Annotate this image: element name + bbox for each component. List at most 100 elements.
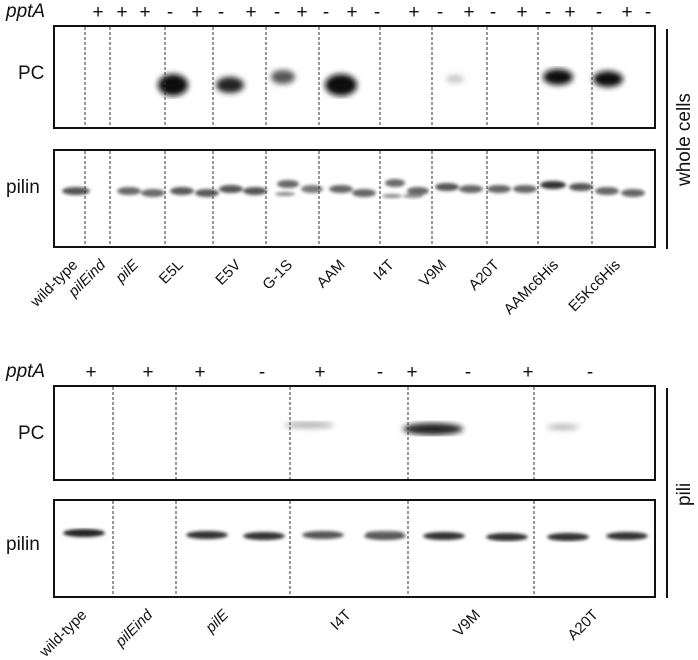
blot-band <box>407 187 429 195</box>
pptA-sign: + <box>314 362 326 383</box>
blot-band <box>540 181 566 189</box>
lane-label: E5V <box>211 256 245 289</box>
blot-band <box>547 424 579 430</box>
bottom-pilin-label: pilin <box>6 534 40 555</box>
blot-band <box>301 185 323 193</box>
pptA-sign: - <box>376 362 384 383</box>
pptA-sign: - <box>373 2 381 23</box>
bottom-pc-blot <box>112 387 579 479</box>
pptA-sign: + <box>194 362 206 383</box>
pptA-sign: - <box>273 2 281 23</box>
blot-band <box>141 189 165 197</box>
lane-label: A20T <box>465 256 504 294</box>
lane-label: I4T <box>370 256 399 284</box>
pptA-sign: - <box>489 2 497 23</box>
top-pilin-label: pilin <box>6 177 40 198</box>
top-pilin-blot <box>62 151 645 246</box>
blot-band <box>385 179 405 187</box>
bottom-pptA-label: pptA <box>6 361 46 382</box>
blot-band <box>543 69 573 85</box>
pptA-sign: + <box>621 2 633 23</box>
blot-band <box>195 189 219 197</box>
blot-band <box>423 532 465 540</box>
blot-band <box>117 187 141 195</box>
lane-label: E5L <box>156 256 188 288</box>
blot-band <box>513 185 537 193</box>
top-pptA-label: pptA <box>6 1 46 22</box>
pptA-sign: + <box>85 362 97 383</box>
blot-band <box>329 185 353 193</box>
blot-band <box>62 187 90 195</box>
blot-band <box>446 75 464 83</box>
blot-band <box>621 189 645 197</box>
bottom-bracket <box>666 388 668 598</box>
lane-label: V9M <box>450 606 485 641</box>
lane-label: I4T <box>327 606 356 634</box>
pptA-sign: + <box>245 2 257 23</box>
top-side-label: whole cells <box>674 93 695 186</box>
blot-band <box>593 71 623 87</box>
blot-band <box>486 533 528 541</box>
blot-band <box>547 533 589 541</box>
blot-band <box>216 77 244 93</box>
blot-band <box>63 529 105 537</box>
pptA-sign: - <box>644 2 652 23</box>
pptA-sign: + <box>406 362 418 383</box>
pptA-sign: + <box>139 2 151 23</box>
pptA-sign: - <box>595 2 603 23</box>
blot-band <box>277 180 299 188</box>
lane-label: G-1S <box>259 256 297 294</box>
pptA-sign: - <box>544 2 552 23</box>
blot-band <box>275 192 295 196</box>
blot-band <box>366 531 404 535</box>
lane-label: A20T <box>564 606 603 644</box>
pptA-sign: + <box>116 2 128 23</box>
blot-band <box>352 189 376 197</box>
lane-label: pilE <box>112 256 143 287</box>
top-pc-label: PC <box>18 63 45 84</box>
blot-band <box>487 185 511 193</box>
blot-band <box>435 183 459 191</box>
blot-band <box>403 423 463 435</box>
blot-band <box>243 532 285 540</box>
bottom-side-label: pili <box>674 482 695 506</box>
top-pc-blot-panel <box>53 25 656 129</box>
blot-band <box>158 74 188 96</box>
pptA-sign: + <box>564 2 576 23</box>
pptA-sign: + <box>142 362 154 383</box>
bottom-pilin-blot-panel <box>53 499 656 598</box>
pptA-sign: - <box>586 362 594 383</box>
blot-band <box>382 194 402 198</box>
pptA-sign: + <box>516 2 528 23</box>
blot-band <box>243 187 267 195</box>
lane-label: AAM <box>313 256 350 292</box>
pptA-sign: + <box>92 2 104 23</box>
top-bracket <box>666 29 668 249</box>
pptA-sign: + <box>191 2 203 23</box>
lane-label: AAMc6His <box>500 256 563 319</box>
top-pc-blot <box>84 27 623 127</box>
blot-band <box>302 531 344 539</box>
pptA-sign: - <box>217 2 225 23</box>
blot-band <box>325 74 357 96</box>
pptA-sign: + <box>522 362 534 383</box>
blot-band <box>569 183 593 191</box>
pptA-sign: - <box>436 2 444 23</box>
lane-label: V9M <box>416 256 451 291</box>
lane-label: pilEind <box>112 606 157 651</box>
bottom-pc-label: PC <box>18 423 45 444</box>
blot-band <box>459 185 483 193</box>
pptA-sign: + <box>346 2 358 23</box>
blot-band <box>170 187 194 195</box>
pptA-sign: - <box>464 362 472 383</box>
blot-band <box>606 532 648 540</box>
blot-band <box>284 422 334 428</box>
blot-band <box>595 187 619 195</box>
pptA-sign: - <box>322 2 330 23</box>
lane-label: pilE <box>202 606 233 637</box>
lane-label: wild-type <box>36 606 91 660</box>
blot-band <box>403 194 423 198</box>
top-pilin-blot-panel <box>53 149 656 248</box>
blot-band <box>271 70 295 84</box>
lane-label: E5Kc6His <box>565 256 625 316</box>
